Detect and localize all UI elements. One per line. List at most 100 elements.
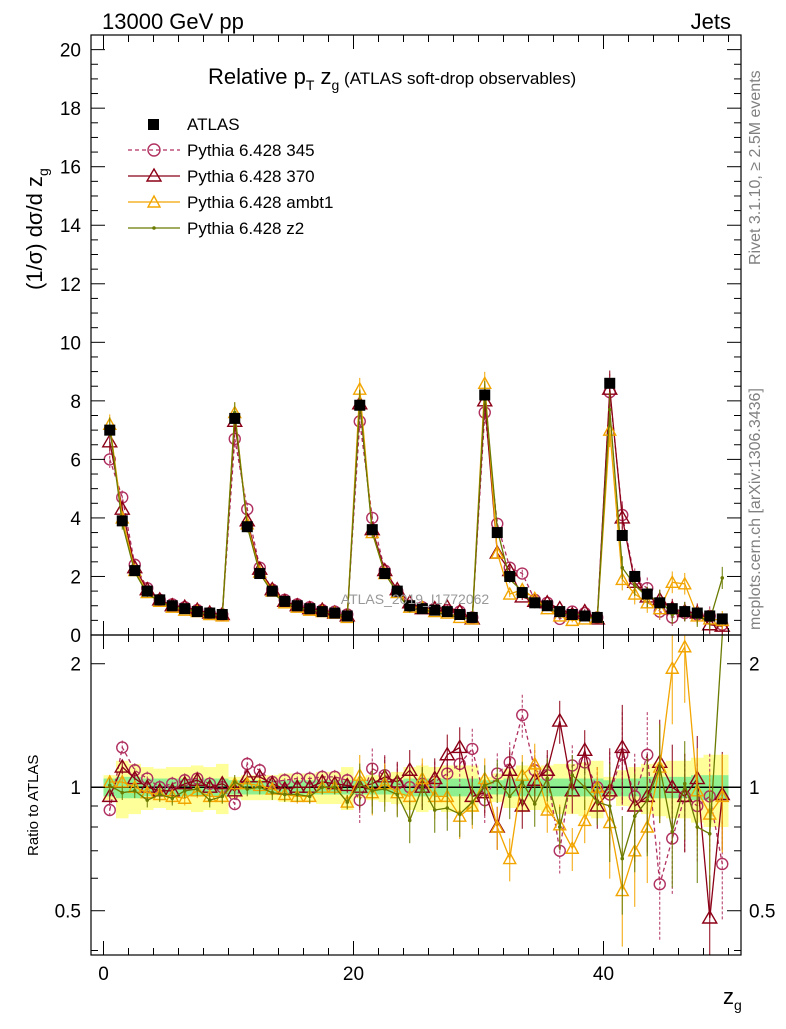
main-ylabel-text-wrap: (1/σ) dσ/d zg [22, 168, 51, 290]
ratio-point-pythia-6-428-z2 [370, 789, 375, 793]
data-point-pythia-6-428-ambt1 [490, 545, 505, 559]
header-right: Jets [691, 9, 731, 34]
data-point-atlas [591, 611, 603, 623]
ratio-point-pythia-6-428-z2 [307, 794, 312, 799]
ratio-xlabel-sub: g [734, 997, 742, 1013]
ratio-plot: 0 20 40 0.5 0.5 1 1 2 2 Ratio to ATLAS zg [25, 634, 775, 1013]
data-point-atlas [616, 529, 628, 541]
legend-z2-label: Pythia 6.428 z2 [187, 219, 304, 238]
y-tick-label: 4 [70, 509, 81, 530]
ratio-point-pythia-6-428-345 [466, 742, 479, 756]
ratio-point-pythia-6-428-ambt1 [540, 802, 555, 816]
ratio-point-pythia-6-428-z2 [570, 773, 575, 777]
ratio-point-pythia-6-428-z2 [457, 812, 462, 816]
ratio-point-pythia-6-428-345 [653, 878, 666, 891]
ratio-point-pythia-6-428-z2 [270, 790, 275, 795]
ratio-point-pythia-6-428-z2 [257, 785, 262, 790]
ratio-point-pythia-6-428-z2 [707, 832, 712, 836]
watermark: ATLAS_2019_I1772062 [341, 591, 490, 607]
ratio-point-pythia-6-428-z2 [682, 781, 687, 786]
ratio-point-pythia-6-428-370 [551, 712, 568, 727]
legend-370-marker [145, 167, 163, 182]
ratio-point-pythia-6-428-370 [401, 761, 418, 776]
series-line-pythia-6-428-z2 [109, 392, 723, 622]
ratio-point-pythia-6-428-z2 [395, 792, 400, 797]
ratio-point-pythia-6-428-z2 [295, 792, 300, 797]
legend-atlas-marker [148, 119, 159, 130]
data-point-pythia-6-428-ambt1 [677, 576, 692, 590]
ratio-xlabel-text: z [723, 984, 734, 1009]
main-title-zsub: g [332, 77, 340, 93]
legend-ambt1-label: Pythia 6.428 ambt1 [187, 193, 333, 212]
data-point-atlas [566, 609, 578, 621]
ratio-point-pythia-6-428-345 [116, 741, 129, 754]
data-point-atlas [391, 585, 403, 597]
ratio-point-pythia-6-428-z2 [495, 778, 500, 783]
data-point-atlas [104, 424, 116, 436]
ratio-point-pythia-6-428-z2 [420, 785, 425, 790]
ratio-point-pythia-6-428-z2 [245, 787, 250, 791]
ratio-point-pythia-6-428-370 [101, 787, 118, 803]
data-point-atlas [466, 611, 478, 623]
data-point-atlas [166, 600, 178, 612]
ratio-point-pythia-6-428-z2 [120, 790, 125, 795]
main-title-sub: T [306, 77, 315, 93]
x-tick-label: 20 [343, 964, 364, 985]
ratio-point-pythia-6-428-z2 [182, 789, 187, 793]
data-point-atlas [529, 597, 541, 609]
ratio-point-pythia-6-428-ambt1 [565, 840, 580, 854]
ratio-point-pythia-6-428-ambt1 [527, 756, 542, 770]
data-point-atlas [154, 594, 166, 606]
ratio-point-pythia-6-428-z2 [407, 818, 412, 823]
ratio-point-pythia-6-428-z2 [107, 783, 112, 788]
ratio-point-pythia-6-428-370 [439, 746, 456, 761]
legend-atlas-label: ATLAS [187, 115, 240, 134]
data-point-atlas [429, 604, 441, 616]
data-point-pythia-6-428-ambt1 [602, 422, 617, 436]
y-tick-label: 2 [70, 567, 81, 588]
data-point-atlas [691, 607, 703, 619]
data-point-atlas [141, 585, 153, 597]
ratio-point-pythia-6-428-z2 [657, 765, 662, 769]
ratio-y-tick-label-left: 2 [70, 655, 81, 676]
ratio-y-tick-label-left: 1 [70, 778, 81, 799]
legend-345-marker [147, 143, 161, 157]
ratio-point-pythia-6-428-z2 [207, 798, 212, 802]
data-point-pythia-6-428-ambt1 [627, 586, 642, 600]
ratio-point-pythia-6-428-ambt1 [177, 790, 192, 804]
ratio-point-pythia-6-428-z2 [532, 802, 537, 806]
ratio-point-pythia-6-428-z2 [282, 792, 287, 797]
main-series-layer [101, 370, 731, 635]
y-tick-label: 6 [70, 450, 81, 471]
ratio-point-pythia-6-428-ambt1 [677, 639, 692, 653]
main-title-text: Relative p [208, 64, 306, 89]
data-point-pythia-6-428-ambt1 [665, 574, 680, 589]
ratio-point-pythia-6-428-z2 [382, 787, 387, 791]
ratio-point-pythia-6-428-z2 [195, 787, 200, 791]
data-point-atlas [179, 603, 191, 615]
data-point-pythia-6-428-345 [353, 415, 366, 428]
ratio-point-pythia-6-428-z2 [132, 789, 137, 793]
ratio-point-pythia-6-428-ambt1 [490, 819, 505, 833]
data-point-atlas [316, 606, 328, 618]
ratio-y-tick-label-left: 0.5 [55, 902, 81, 923]
data-point-atlas [641, 588, 653, 600]
data-point-pythia-6-428-ambt1 [640, 595, 655, 609]
ratio-point-pythia-6-428-370 [576, 741, 593, 757]
main-ylabel-sub: g [35, 168, 51, 176]
data-point-pythia-6-428-z2 [632, 583, 637, 588]
ratio-point-pythia-6-428-z2 [470, 800, 475, 804]
y-tick-label: 8 [70, 392, 81, 413]
data-point-pythia-6-428-z2 [620, 565, 625, 570]
ratio-point-pythia-6-428-z2 [507, 794, 512, 799]
y-tick-label: 16 [60, 158, 81, 179]
main-axis-ticks: 0 2 4 6 8 10 12 14 16 18 20 [60, 35, 741, 647]
x-tick-label: 40 [593, 964, 614, 985]
main-ylabel-text: (1/σ) dσ/d z [22, 176, 47, 290]
legend-ambt1-marker [146, 194, 162, 208]
ratio-point-pythia-6-428-z2 [545, 776, 550, 781]
y-tick-label: 12 [60, 275, 81, 296]
series-line-pythia-6-428-345 [109, 392, 723, 626]
ratio-line-pythia-6-428-z2 [109, 634, 723, 862]
